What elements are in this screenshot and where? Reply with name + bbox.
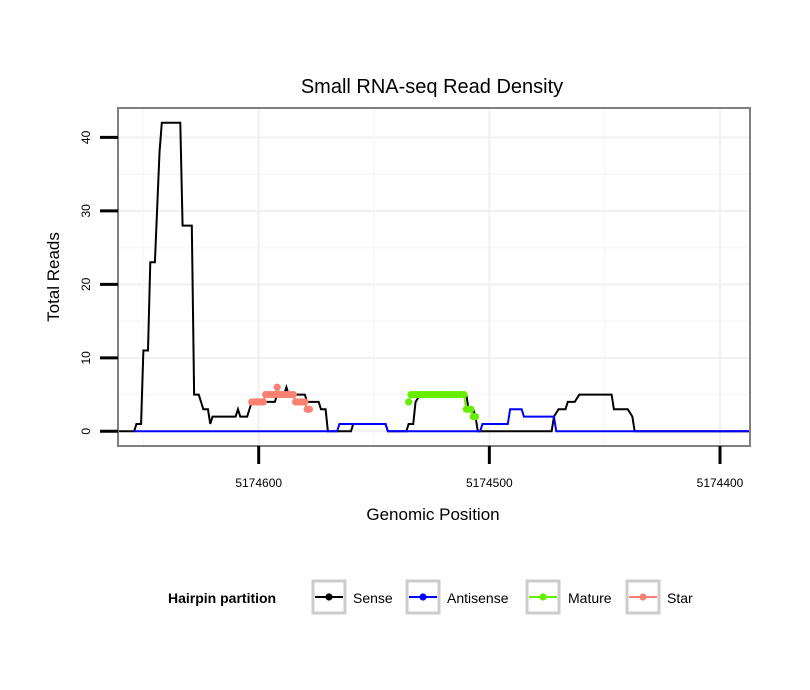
series-sense bbox=[118, 121, 750, 433]
data-point-mature bbox=[460, 390, 468, 399]
legend-label: Antisense bbox=[447, 590, 509, 606]
legend-key-dot bbox=[539, 593, 547, 601]
series-mature bbox=[405, 390, 480, 421]
legend-item-star: Star bbox=[625, 579, 693, 615]
plot-border bbox=[117, 107, 751, 447]
x-tick-label: 5174600 bbox=[235, 476, 282, 490]
plot-background bbox=[118, 108, 750, 446]
legend-item-sense: Sense bbox=[311, 579, 393, 615]
legend-key-dot bbox=[325, 593, 333, 601]
data-point-mature bbox=[467, 405, 475, 413]
chart-title: Small RNA-seq Read Density bbox=[301, 76, 563, 98]
legend: Hairpin partition Sense Antisense Mature Sta… bbox=[168, 579, 693, 615]
legend-label: Sense bbox=[353, 590, 393, 606]
legend-key-dot bbox=[639, 593, 647, 601]
x-tick-label: 5174400 bbox=[697, 476, 744, 490]
y-tick-label: 40 bbox=[79, 130, 93, 144]
data-point-star bbox=[305, 405, 314, 413]
series-line-antisense bbox=[134, 408, 750, 433]
x-tick-label: 5174500 bbox=[466, 476, 513, 490]
series-line-sense bbox=[118, 121, 750, 433]
data-point-mature bbox=[471, 413, 480, 421]
legend-label: Mature bbox=[568, 590, 612, 606]
y-tick-label: 30 bbox=[79, 204, 93, 218]
x-axis-label: Genomic Position bbox=[366, 505, 499, 524]
series-star bbox=[248, 383, 314, 413]
legend-item-mature: Mature bbox=[525, 579, 612, 615]
data-point-star bbox=[273, 383, 281, 391]
data-point-mature bbox=[405, 398, 413, 406]
legend-key-dot bbox=[419, 593, 427, 601]
y-tick-label: 0 bbox=[79, 428, 93, 435]
y-axis-label: Total Reads bbox=[44, 232, 63, 322]
y-tick-label: 20 bbox=[79, 277, 93, 291]
legend-item-antisense: Antisense bbox=[405, 579, 509, 615]
axes: 5174600 5174500 5174400 0 10 20 30 40 bbox=[79, 130, 744, 490]
plot-area bbox=[117, 107, 751, 447]
series-layer bbox=[118, 121, 750, 433]
data-point-star bbox=[289, 390, 297, 399]
legend-title: Hairpin partition bbox=[168, 590, 276, 606]
legend-label: Star bbox=[667, 590, 693, 606]
data-point-star bbox=[259, 398, 267, 406]
series-antisense bbox=[134, 408, 750, 433]
data-point-star bbox=[301, 398, 309, 406]
y-tick-label: 10 bbox=[79, 351, 93, 365]
